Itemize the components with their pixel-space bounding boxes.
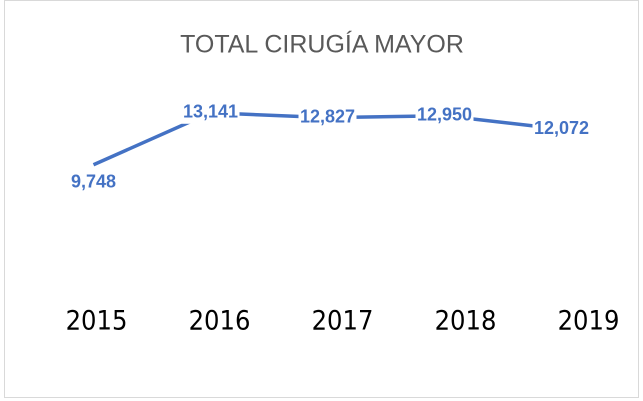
x-tick-label: 2019 xyxy=(558,306,620,337)
x-tick-label: 2015 xyxy=(66,306,128,337)
value-label: 12,950 xyxy=(417,104,472,124)
value-label-bg xyxy=(415,104,474,127)
x-tick-label: 2018 xyxy=(435,306,497,337)
chart-border xyxy=(4,0,639,398)
chart-title: TOTAL CIRUGÍA MAYOR xyxy=(180,30,464,59)
value-label: 9,748 xyxy=(71,171,116,191)
x-tick-label: 2017 xyxy=(312,306,374,337)
value-label-bg xyxy=(64,171,123,194)
value-label-bg xyxy=(298,106,357,129)
x-tick-label: 2016 xyxy=(189,306,251,337)
value-label: 12,072 xyxy=(534,118,589,138)
value-label-bg xyxy=(532,118,591,141)
value-label: 13,141 xyxy=(183,102,238,122)
value-label: 12,827 xyxy=(300,106,355,126)
value-label-bg xyxy=(181,101,240,124)
